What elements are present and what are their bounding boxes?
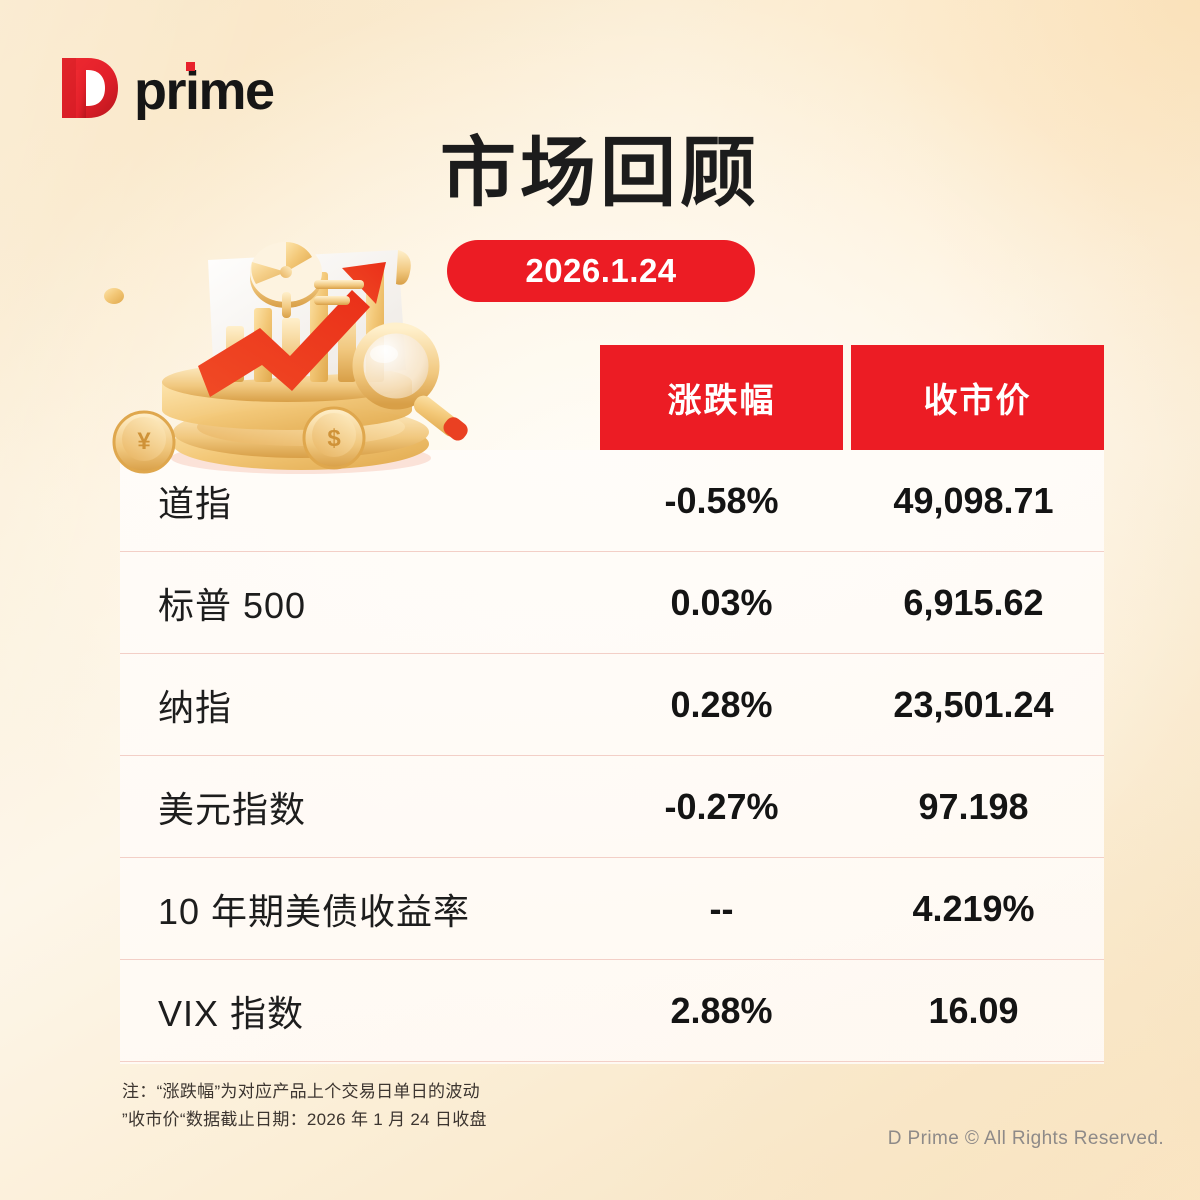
row-close: 4.219% <box>912 887 1035 929</box>
row-label: 纳指 <box>158 686 233 728</box>
table-body: 道指 -0.58% 49,098.71 标普 500 0.03% 6,915.6… <box>120 450 1104 1062</box>
row-close: 49,098.71 <box>893 479 1054 521</box>
table-row: 道指 -0.58% 49,098.71 <box>120 450 1104 552</box>
row-close: 6,915.62 <box>903 581 1044 623</box>
row-label: 标普 500 <box>158 584 307 626</box>
row-label: 道指 <box>158 482 233 524</box>
svg-text:¥: ¥ <box>137 428 151 455</box>
footnote-line: 注：“涨跌幅”为对应产品上个交易日单日的波动 <box>122 1082 480 1101</box>
logo-wordmark: prime <box>134 61 275 121</box>
footnote-line: ”收市价“数据截止日期：2026 年 1 月 24 日收盘 <box>122 1110 487 1130</box>
table-row: VIX 指数 2.88% 16.09 <box>120 960 1104 1062</box>
row-change: -0.27% <box>664 785 779 827</box>
table-row: 标普 500 0.03% 6,915.62 <box>120 552 1104 654</box>
header-divider <box>843 345 851 450</box>
table-panel <box>120 450 1104 1064</box>
column-header-change: 涨跌幅 <box>600 345 843 450</box>
d-logo-icon <box>56 54 124 122</box>
table-row: 10 年期美债收益率 -- 4.219% <box>120 858 1104 960</box>
row-change: -- <box>709 887 734 929</box>
column-header-close: 收市价 <box>851 345 1104 450</box>
footnotes: 注：“涨跌幅”为对应产品上个交易日单日的波动 ”收市价“数据截止日期：2026 … <box>122 1078 487 1134</box>
table-header-row: 涨跌幅 收市价 <box>600 345 1104 450</box>
row-label: VIX 指数 <box>158 992 305 1034</box>
table-row: 纳指 0.28% 23,501.24 <box>120 654 1104 756</box>
svg-text:$: $ <box>327 425 341 452</box>
row-change: 0.03% <box>670 581 773 623</box>
row-label: 美元指数 <box>158 788 307 830</box>
row-change: 2.88% <box>670 989 773 1031</box>
date-badge: 2026.1.24 <box>447 240 755 302</box>
market-chart-3d-illustration: ¥ $ <box>96 196 496 486</box>
copyright-notice: D Prime © All Rights Reserved. <box>887 1128 1164 1149</box>
table-row: 美元指数 -0.27% 97.198 <box>120 756 1104 858</box>
row-close: 97.198 <box>918 785 1029 827</box>
row-change: -0.58% <box>664 479 779 521</box>
brand-logo: prime <box>56 54 275 122</box>
row-label: 10 年期美债收益率 <box>158 890 471 932</box>
row-change: 0.28% <box>670 683 773 725</box>
page-title: 市场回顾 <box>440 131 760 216</box>
logo-wordmark-text: prime <box>134 61 275 121</box>
row-close: 16.09 <box>928 989 1019 1031</box>
row-close: 23,501.24 <box>893 683 1054 725</box>
logo-i-dot-icon <box>186 62 195 71</box>
